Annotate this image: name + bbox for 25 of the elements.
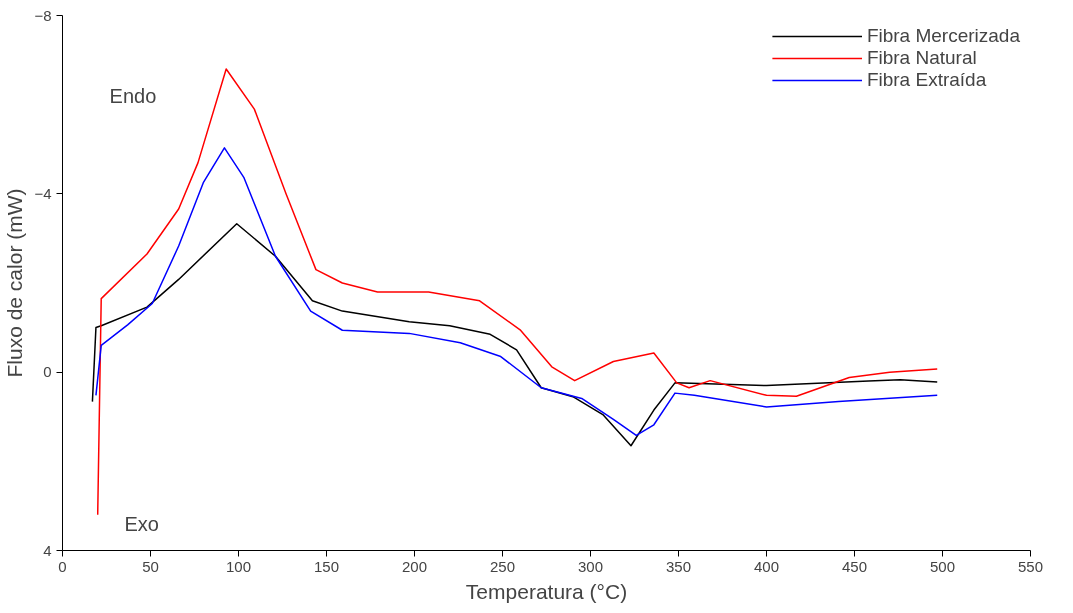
line-series: [91, 222, 938, 447]
annotation: Endo: [109, 84, 157, 107]
x-tick-label: 150: [313, 557, 340, 575]
legend-label: Fibra Extraída: [866, 69, 987, 91]
x-tick-label: 550: [1017, 557, 1044, 575]
y-tick-label: −4: [34, 184, 52, 202]
y-tick-label: 0: [43, 363, 52, 381]
x-tick-label: 500: [929, 557, 956, 575]
y-axis-title: Fluxo de calor (mW): [3, 188, 27, 378]
annotation: Exo: [124, 512, 159, 535]
x-axis-title: Temperatura (°C): [465, 579, 628, 603]
x-tick-label: 300: [577, 557, 604, 575]
x-tick-label: 0: [58, 557, 67, 575]
line-series: [95, 147, 938, 437]
y-tick-label: −8: [34, 6, 52, 24]
x-tick-label: 50: [142, 557, 159, 575]
legend-label: Fibra Natural: [866, 47, 977, 69]
x-tick-label: 400: [753, 557, 780, 575]
x-tick-label: 200: [401, 557, 428, 575]
y-tick-label: 4: [43, 541, 52, 559]
x-tick-label: 350: [665, 557, 692, 575]
x-tick-label: 100: [225, 557, 252, 575]
x-tick-label: 450: [841, 557, 868, 575]
x-tick-label: 250: [489, 557, 516, 575]
legend-label: Fibra Mercerizada: [866, 25, 1020, 47]
